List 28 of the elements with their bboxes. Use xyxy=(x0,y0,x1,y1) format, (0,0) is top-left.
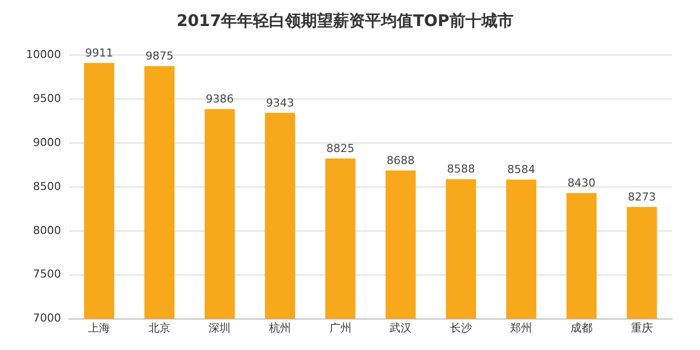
data-label: 8688 xyxy=(386,154,415,167)
data-label: 9911 xyxy=(85,46,114,60)
y-tick-label: 10000 xyxy=(26,48,61,62)
data-label: 9343 xyxy=(266,96,294,110)
y-tick-label: 9500 xyxy=(32,92,61,105)
data-label: 8273 xyxy=(628,190,656,204)
x-tick-label: 深圳 xyxy=(208,321,231,334)
y-tick-label: 9000 xyxy=(32,136,61,149)
x-tick-label: 武汉 xyxy=(390,321,412,334)
y-tick-label: 7500 xyxy=(32,268,61,281)
y-tick-label: 7000 xyxy=(32,312,61,325)
x-tick-label: 成都 xyxy=(570,321,593,334)
data-label: 8430 xyxy=(568,176,596,190)
x-tick-label: 重庆 xyxy=(630,321,653,334)
x-tick-label: 长沙 xyxy=(450,321,472,334)
data-label: 8588 xyxy=(446,162,475,176)
data-label: 8825 xyxy=(326,142,354,155)
data-label: 8584 xyxy=(507,162,536,176)
x-tick-label: 广州 xyxy=(329,321,352,334)
y-tick-label: 8000 xyxy=(32,224,61,237)
chart-title: 2017年年轻白领期望薪资平均值TOP前十城市 xyxy=(176,10,514,30)
x-tick-label: 上海 xyxy=(88,321,110,334)
x-tick-label: 杭州 xyxy=(268,321,292,334)
data-label: 9875 xyxy=(145,50,174,63)
x-tick-label: 北京 xyxy=(148,321,170,334)
data-label: 9386 xyxy=(206,92,234,106)
x-tick-label: 郑州 xyxy=(510,321,532,334)
y-tick-label: 8500 xyxy=(32,180,61,193)
